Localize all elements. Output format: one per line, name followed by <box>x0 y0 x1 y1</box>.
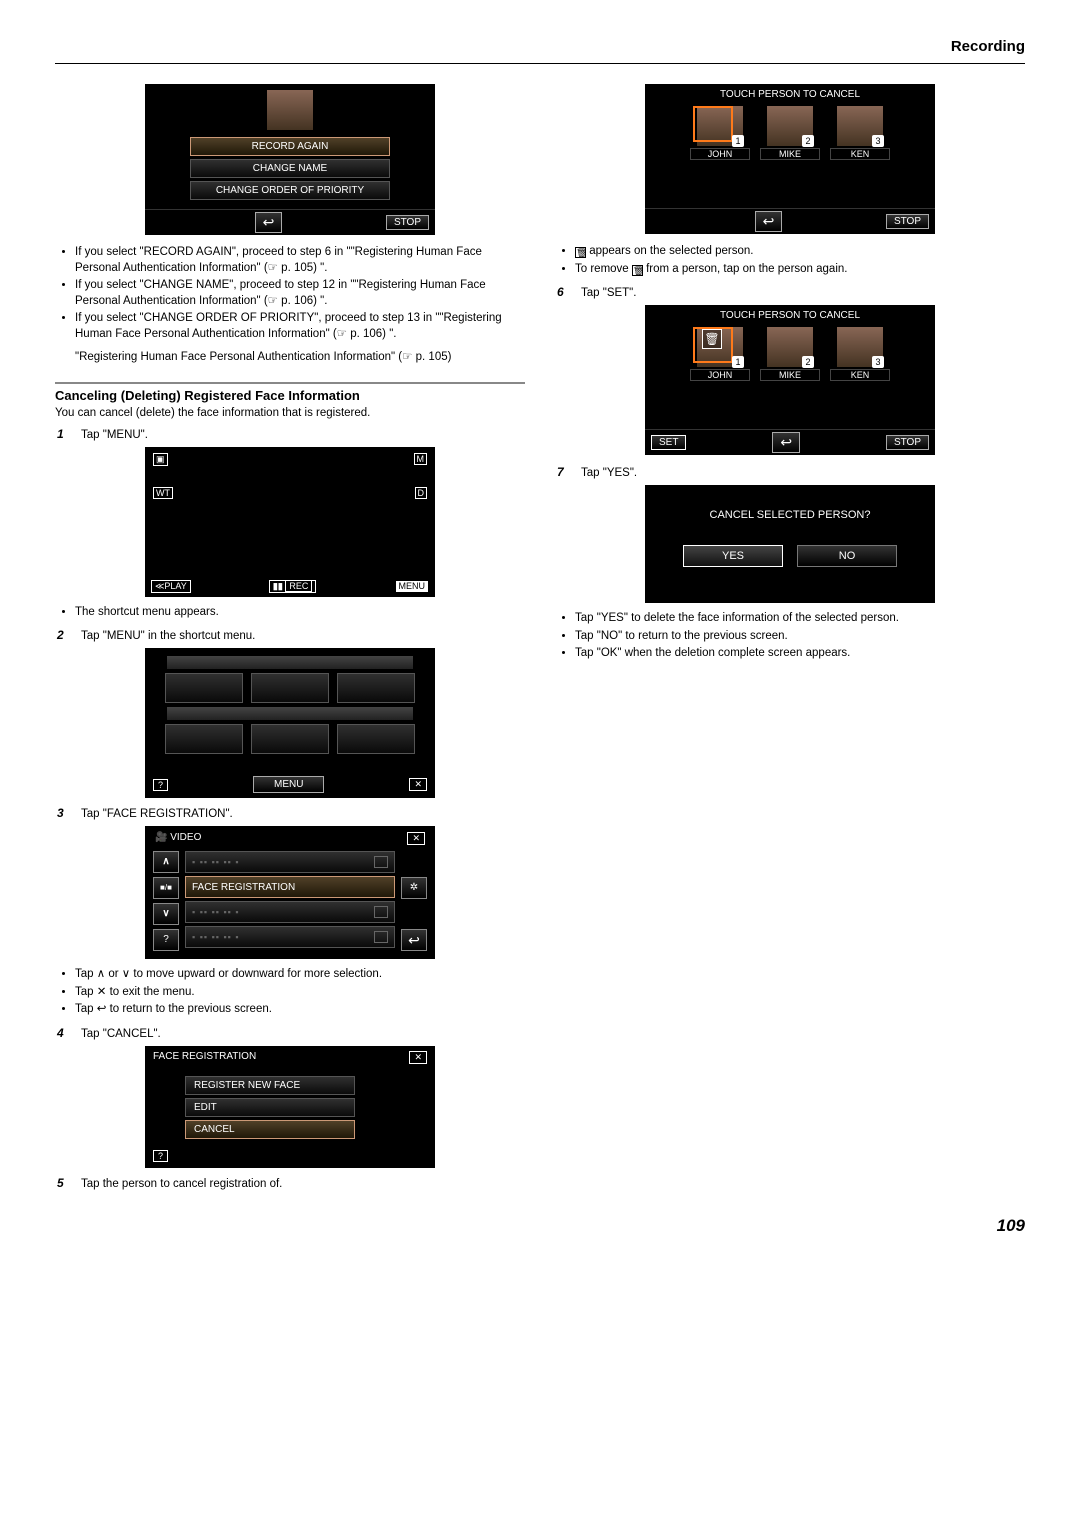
step-7: 7 Tap "YES". <box>557 465 1025 481</box>
menu-row[interactable]: ▪ ▪▪ ▪▪ ▪▪ ▪ <box>185 926 395 948</box>
section-header: Recording <box>55 38 1025 57</box>
subheading: Canceling (Deleting) Registered Face Inf… <box>55 382 525 403</box>
menu-row[interactable]: ▪ ▪▪ ▪▪ ▪▪ ▪ <box>185 851 395 873</box>
zoom-wt: WT <box>153 487 173 499</box>
confirm-screen: CANCEL SELECTED PERSON? YES NO <box>645 485 935 603</box>
note: Tap ↩ to return to the previous screen. <box>75 1002 525 1018</box>
back-button[interactable] <box>401 929 427 951</box>
step-4: 4 Tap "CANCEL". <box>57 1026 525 1042</box>
back-button[interactable] <box>772 432 800 453</box>
menu-register-new[interactable]: REGISTER NEW FACE <box>185 1076 355 1095</box>
menu-button[interactable]: MENU <box>253 776 324 793</box>
right-column: TOUCH PERSON TO CANCEL 1 JOHN 2 MIKE 3 K… <box>555 82 1025 1196</box>
trash-icon: 🗑 <box>632 265 643 276</box>
menu-title: FACE REGISTRATION <box>153 1051 256 1064</box>
set-button[interactable]: SET <box>651 435 686 450</box>
menu-change-priority[interactable]: CHANGE ORDER OF PRIORITY <box>190 181 390 200</box>
shortcut-menu-screen: ? MENU ✕ <box>145 648 435 798</box>
person-mike[interactable]: 2 MIKE <box>760 106 820 160</box>
back-button[interactable] <box>255 212 283 233</box>
shortcut-cell[interactable] <box>251 724 329 754</box>
shortcut-cell[interactable] <box>165 673 243 703</box>
person-mike[interactable]: 2 MIKE <box>760 327 820 381</box>
note: If you select "CHANGE ORDER OF PRIORITY"… <box>75 311 525 342</box>
down-button[interactable]: ∨ <box>153 903 179 925</box>
close-icon[interactable]: ✕ <box>407 832 425 845</box>
note: To remove 🗑 from a person, tap on the pe… <box>575 262 1025 278</box>
help-icon[interactable]: ? <box>153 779 168 791</box>
note: 🗑 appears on the selected person. <box>575 244 1025 260</box>
lcd-screen-1: ▣ M WT D ≪PLAY ▮▮ REC MENU <box>145 447 435 597</box>
left-column: RECORD AGAIN CHANGE NAME CHANGE ORDER OF… <box>55 82 525 1196</box>
gear-icon[interactable]: ✲ <box>401 877 427 899</box>
header-rule <box>55 63 1025 64</box>
shortcut-cell[interactable] <box>251 673 329 703</box>
page-number: 109 <box>55 1216 1025 1236</box>
note: Tap ✕ to exit the menu. <box>75 985 525 1001</box>
step-5: 5 Tap the person to cancel registration … <box>57 1176 525 1192</box>
persons-screen-1: TOUCH PERSON TO CANCEL 1 JOHN 2 MIKE 3 K… <box>645 84 935 234</box>
step-3: 3 Tap "FACE REGISTRATION". <box>57 806 525 822</box>
face-reg-menu-screen: FACE REGISTRATION ✕ REGISTER NEW FACE ED… <box>145 1046 435 1168</box>
rec-button[interactable]: ▮▮ REC <box>269 580 316 593</box>
note: The shortcut menu appears. <box>75 605 525 621</box>
menu-record-again[interactable]: RECORD AGAIN <box>190 137 390 156</box>
toggle-icon[interactable]: ■/■ <box>153 877 179 899</box>
stop-button[interactable]: STOP <box>886 435 929 450</box>
mode-m: M <box>414 453 428 465</box>
camera-icon: ▣ <box>153 453 168 466</box>
menu-button[interactable]: MENU <box>395 580 430 593</box>
persons-screen-2: TOUCH PERSON TO CANCEL 🗑 1 JOHN 2 MIKE 3… <box>645 305 935 455</box>
stop-button[interactable]: STOP <box>886 214 929 229</box>
mode-d: D <box>415 487 428 499</box>
person-ken[interactable]: 3 KEN <box>830 327 890 381</box>
step-1: 1 Tap "MENU". <box>57 427 525 443</box>
screen-title: TOUCH PERSON TO CANCEL <box>645 84 935 100</box>
note: If you select "RECORD AGAIN", proceed to… <box>75 245 525 276</box>
close-icon[interactable]: ✕ <box>409 778 427 791</box>
video-menu-screen: 🎥 VIDEO ✕ ∧ ■/■ ∨ ? ▪ ▪▪ ▪▪ ▪▪ ▪ FACE RE… <box>145 826 435 959</box>
help-icon[interactable]: ? <box>153 929 179 951</box>
step-6: 6 Tap "SET". <box>557 285 1025 301</box>
stop-button[interactable]: STOP <box>386 215 429 230</box>
up-button[interactable]: ∧ <box>153 851 179 873</box>
menu-change-name[interactable]: CHANGE NAME <box>190 159 390 178</box>
shortcut-cell[interactable] <box>337 724 415 754</box>
intro-text: You can cancel (delete) the face informa… <box>55 407 525 419</box>
shortcut-cell[interactable] <box>165 724 243 754</box>
note: Tap ∧ or ∨ to move upward or downward fo… <box>75 967 525 983</box>
confirm-question: CANCEL SELECTED PERSON? <box>665 509 915 521</box>
person-john[interactable]: 🗑 1 JOHN <box>690 327 750 381</box>
no-button[interactable]: NO <box>797 545 897 567</box>
note: Tap "NO" to return to the previous scree… <box>575 629 1025 645</box>
trash-icon: 🗑 <box>575 247 586 258</box>
person-john[interactable]: 1 JOHN <box>690 106 750 160</box>
edit-footnote: "Registering Human Face Personal Authent… <box>75 350 525 366</box>
note: If you select "CHANGE NAME", proceed to … <box>75 278 525 309</box>
step-2: 2 Tap "MENU" in the shortcut menu. <box>57 628 525 644</box>
menu-title: 🎥 VIDEO <box>155 832 201 845</box>
close-icon[interactable]: ✕ <box>409 1051 427 1064</box>
yes-button[interactable]: YES <box>683 545 783 567</box>
help-icon[interactable]: ? <box>153 1150 168 1162</box>
play-button[interactable]: ≪PLAY <box>151 580 191 593</box>
menu-cancel[interactable]: CANCEL <box>185 1120 355 1139</box>
note: Tap "OK" when the deletion complete scre… <box>575 646 1025 662</box>
menu-row[interactable]: ▪ ▪▪ ▪▪ ▪▪ ▪ <box>185 901 395 923</box>
trash-overlay-icon: 🗑 <box>702 329 722 349</box>
back-button[interactable] <box>755 211 783 232</box>
screen-title: TOUCH PERSON TO CANCEL <box>645 305 935 321</box>
edit-notes: If you select "RECORD AGAIN", proceed to… <box>75 245 525 342</box>
note: Tap "YES" to delete the face information… <box>575 611 1025 627</box>
menu-row-face-registration[interactable]: FACE REGISTRATION <box>185 876 395 898</box>
edit-menu-screen: RECORD AGAIN CHANGE NAME CHANGE ORDER OF… <box>145 84 435 235</box>
shortcut-cell[interactable] <box>337 673 415 703</box>
menu-edit[interactable]: EDIT <box>185 1098 355 1117</box>
face-thumbnail <box>267 90 313 130</box>
person-ken[interactable]: 3 KEN <box>830 106 890 160</box>
